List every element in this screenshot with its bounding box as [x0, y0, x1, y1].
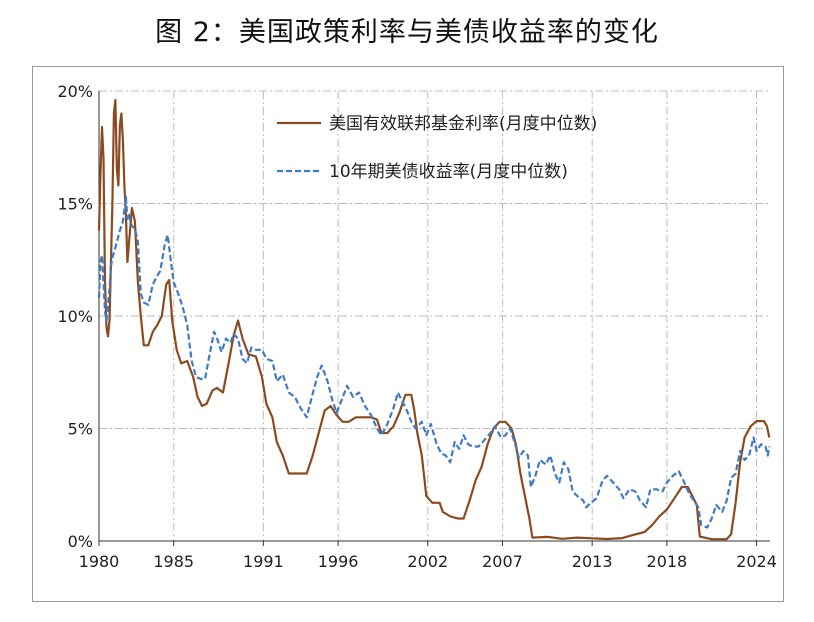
- x-tick-label: 2013: [572, 552, 613, 571]
- legend-label: 10年期美债收益率(月度中位数): [329, 162, 568, 182]
- x-tick-label: 1991: [243, 552, 284, 571]
- x-tick-label: 2024: [736, 552, 777, 571]
- legend-label: 美国有效联邦基金利率(月度中位数): [329, 114, 597, 134]
- y-tick-label: 5%: [68, 420, 93, 439]
- line-chart: 0% 5% 10% 15% 20% 1980 1985 1991 1996 2002 2007 201…: [57, 82, 777, 571]
- x-tick-label: 2007: [482, 552, 523, 571]
- x-tick-label: 1985: [153, 552, 194, 571]
- series-line-10y-yield: [97, 195, 771, 529]
- x-tick-label: 2018: [647, 552, 688, 571]
- y-tick-label: 10%: [57, 307, 93, 326]
- chart-frame: 0% 5% 10% 15% 20% 1980 1985 1991 1996 2002 2007 201…: [32, 66, 784, 602]
- y-tick-label: 0%: [68, 532, 93, 551]
- x-tick-label: 2002: [407, 552, 448, 571]
- x-tick-label: 1980: [79, 552, 120, 571]
- y-tick-label: 20%: [57, 82, 93, 101]
- x-tick-label: 1996: [318, 552, 359, 571]
- chart-title: 图 2：美国政策利率与美债收益率的变化: [155, 17, 659, 48]
- series-line-fed-funds: [97, 98, 771, 541]
- y-tick-label: 15%: [57, 195, 93, 214]
